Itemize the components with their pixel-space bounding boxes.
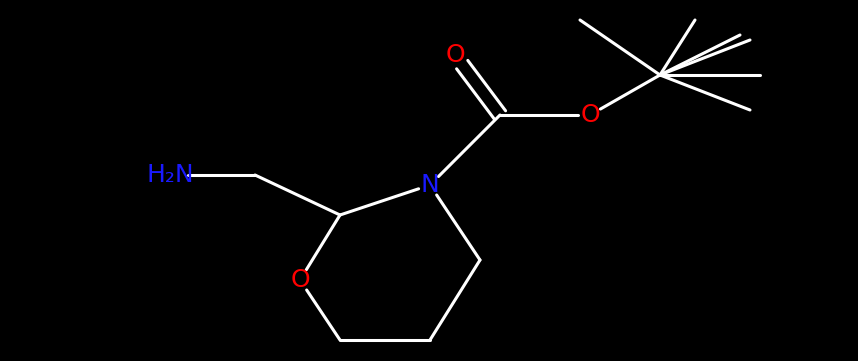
Text: O: O: [580, 103, 600, 127]
Text: O: O: [445, 43, 465, 67]
Text: N: N: [420, 173, 439, 197]
Text: O: O: [290, 268, 310, 292]
Text: H₂N: H₂N: [146, 163, 194, 187]
